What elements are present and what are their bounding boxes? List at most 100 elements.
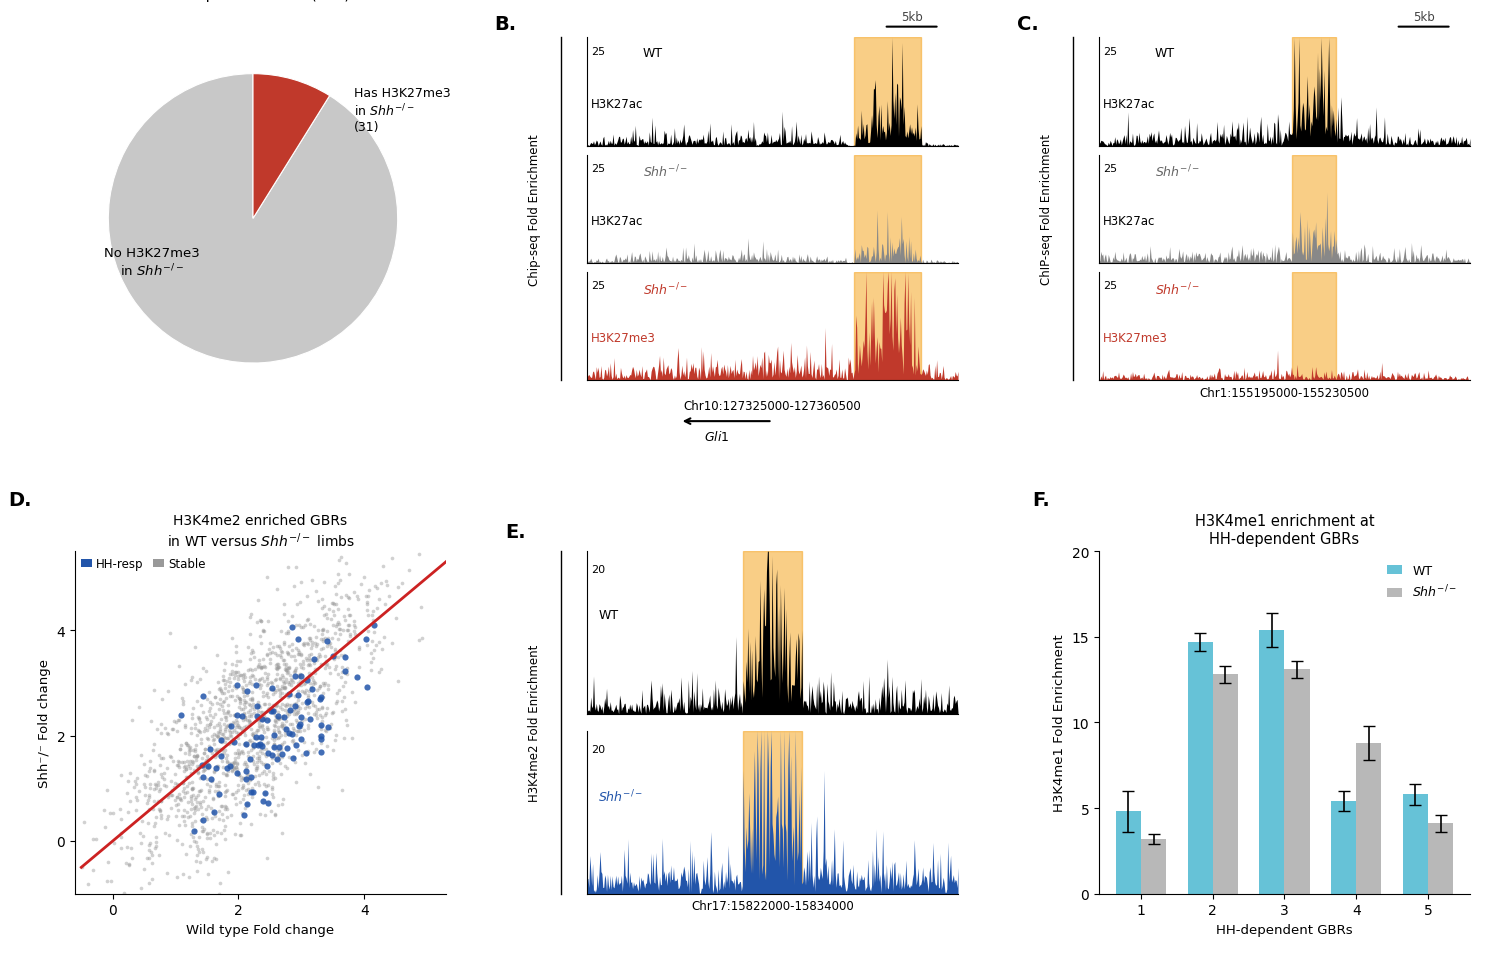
Point <box>251 712 274 727</box>
Text: D.: D. <box>8 490 32 509</box>
Point <box>219 718 243 733</box>
Point <box>256 676 280 691</box>
Point <box>261 766 285 781</box>
Point <box>224 712 248 727</box>
Point <box>213 799 237 814</box>
Point <box>272 679 296 695</box>
Point <box>177 776 201 791</box>
Point <box>196 756 220 772</box>
Point <box>297 666 321 681</box>
Point <box>246 660 270 676</box>
Point <box>244 746 268 761</box>
Point <box>362 604 386 619</box>
Point <box>249 740 273 755</box>
Point <box>234 737 258 752</box>
Point <box>296 744 320 759</box>
Point <box>276 560 300 576</box>
Point <box>315 738 339 753</box>
Point <box>294 613 318 628</box>
Point <box>291 620 315 635</box>
Point <box>222 791 246 806</box>
Point <box>226 726 251 741</box>
Point <box>356 589 380 604</box>
Point <box>251 719 274 734</box>
Point <box>202 719 226 734</box>
Point <box>194 741 217 756</box>
Point <box>182 833 206 849</box>
Point <box>252 658 276 674</box>
Point <box>255 712 279 727</box>
Point <box>267 730 291 746</box>
Point <box>231 681 255 697</box>
Text: H3K27me3: H3K27me3 <box>591 332 656 345</box>
Point <box>261 737 285 752</box>
Point <box>266 648 290 663</box>
Point <box>183 791 207 806</box>
Point <box>246 730 270 746</box>
Point <box>255 759 279 775</box>
Point <box>256 697 280 712</box>
Point <box>217 670 242 685</box>
Point <box>153 825 177 841</box>
Point <box>316 681 340 697</box>
Point <box>190 751 214 766</box>
Point <box>138 776 162 792</box>
Point <box>240 663 264 678</box>
Point <box>256 777 280 793</box>
Point <box>206 778 230 794</box>
Point <box>200 853 223 869</box>
Point <box>321 649 345 664</box>
Point <box>135 816 159 831</box>
Point <box>297 694 321 709</box>
Point <box>136 789 160 804</box>
Point <box>196 867 220 882</box>
Point <box>183 853 207 869</box>
Point <box>236 758 260 774</box>
Point <box>196 684 220 700</box>
Point <box>209 799 232 814</box>
Point <box>237 702 261 718</box>
Point <box>300 641 324 656</box>
Point <box>228 692 252 707</box>
Point <box>260 644 284 659</box>
Point <box>298 630 322 646</box>
Text: 20: 20 <box>591 565 604 575</box>
Point <box>342 613 366 628</box>
Point <box>184 789 209 804</box>
Point <box>240 693 264 708</box>
Point <box>116 804 140 820</box>
Point <box>116 840 140 855</box>
Point <box>270 719 294 734</box>
Point <box>260 676 284 691</box>
Point <box>312 599 336 614</box>
Point <box>176 753 200 769</box>
Point <box>201 774 225 789</box>
Point <box>234 719 258 734</box>
Point <box>254 704 278 720</box>
Point <box>316 719 340 734</box>
Point <box>210 747 234 762</box>
Point <box>234 670 258 685</box>
Point <box>270 680 294 696</box>
Point <box>260 786 284 801</box>
Point <box>198 825 222 841</box>
Point <box>204 727 228 743</box>
Point <box>225 765 249 780</box>
Point <box>282 735 306 751</box>
Point <box>190 759 214 775</box>
Point <box>213 709 237 725</box>
Point <box>142 816 166 831</box>
Point <box>261 682 285 698</box>
Point <box>231 684 255 700</box>
Point <box>206 647 230 662</box>
Point <box>332 678 356 694</box>
Point <box>320 595 344 610</box>
Point <box>248 628 272 644</box>
Point <box>96 874 120 889</box>
Point <box>254 757 278 773</box>
Point <box>321 743 345 758</box>
Point <box>266 709 290 725</box>
Point <box>228 795 252 810</box>
Point <box>232 697 256 712</box>
Point <box>244 699 268 714</box>
